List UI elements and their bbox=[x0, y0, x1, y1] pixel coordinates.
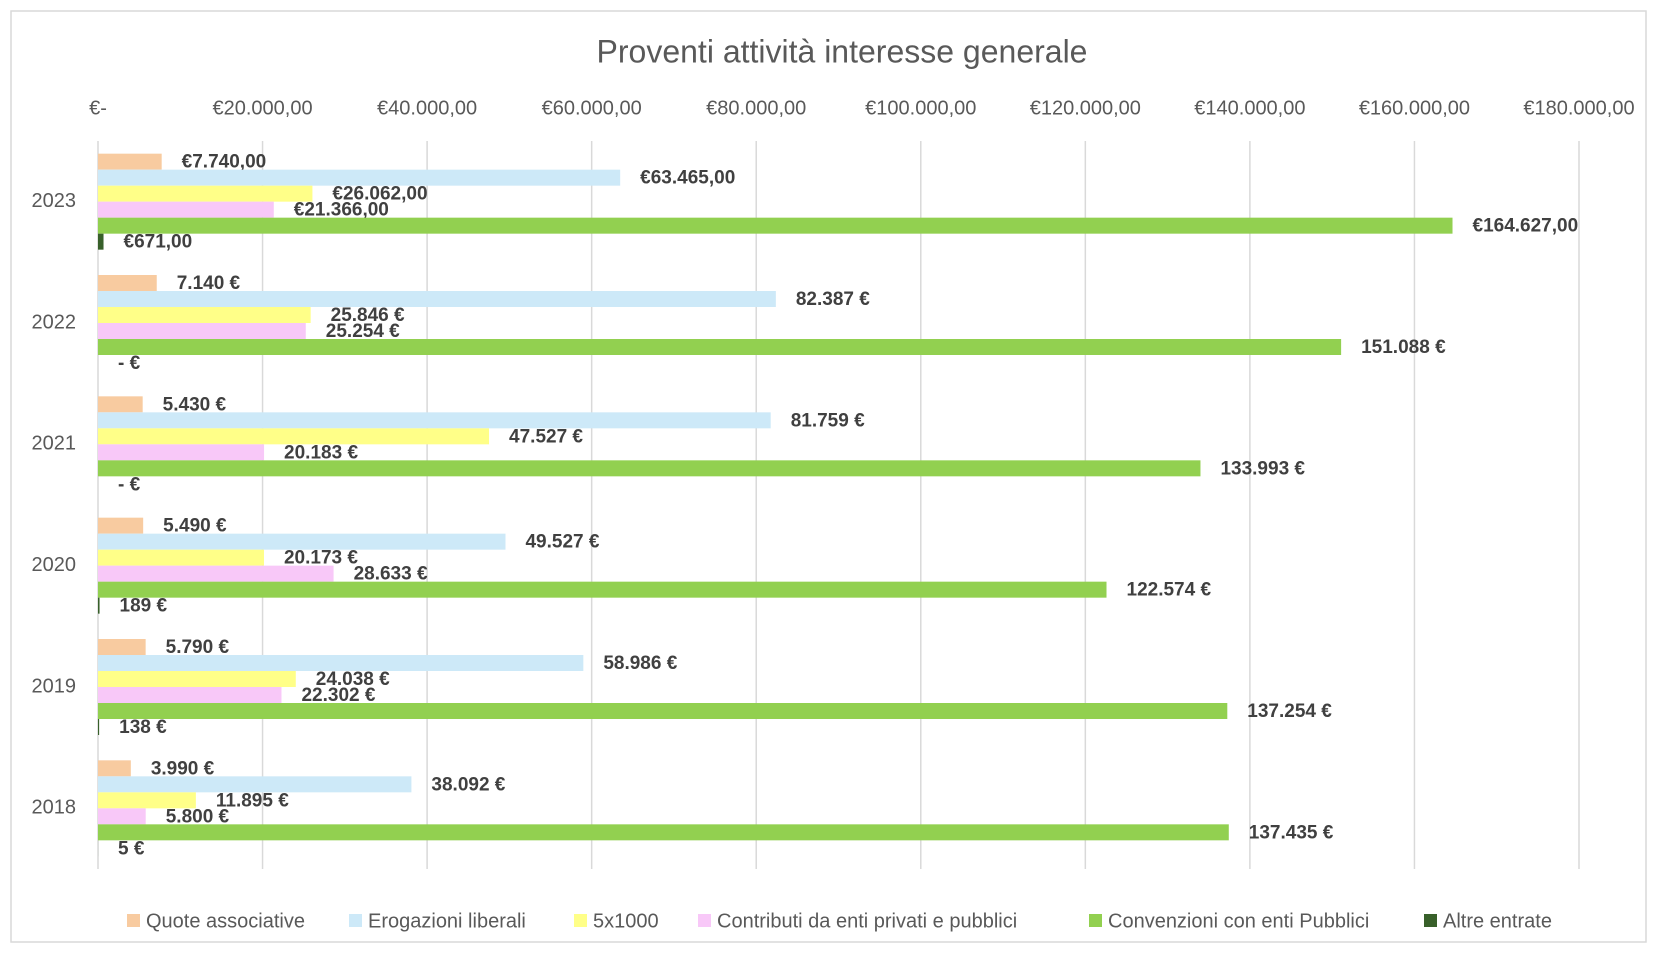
legend-label: Contributi da enti privati e pubblici bbox=[717, 910, 1017, 932]
data-label: 47.527 € bbox=[509, 426, 583, 447]
data-label: 5 € bbox=[118, 838, 145, 859]
bar bbox=[98, 687, 282, 703]
x-tick-label: €140.000,00 bbox=[1194, 97, 1305, 119]
bar bbox=[98, 824, 1229, 841]
bar bbox=[98, 185, 313, 202]
bar bbox=[98, 639, 146, 655]
data-label: 49.527 € bbox=[525, 532, 599, 553]
data-label: 133.993 € bbox=[1220, 458, 1305, 479]
x-tick-label: €120.000,00 bbox=[1030, 97, 1141, 119]
bar bbox=[98, 275, 157, 291]
y-tick-label: 2019 bbox=[32, 675, 77, 697]
data-label: 5.490 € bbox=[163, 516, 227, 537]
legend-swatch bbox=[698, 914, 711, 927]
y-tick-label: 2022 bbox=[32, 311, 77, 333]
data-label: 24.038 € bbox=[316, 669, 390, 690]
data-label: €164.627,00 bbox=[1473, 216, 1579, 237]
x-tick-label: €- bbox=[89, 97, 107, 119]
bar bbox=[98, 396, 143, 413]
bar bbox=[98, 233, 104, 250]
data-label: 22.302 € bbox=[301, 685, 375, 706]
bar bbox=[98, 533, 506, 550]
bar bbox=[98, 291, 776, 307]
bar bbox=[98, 776, 412, 793]
y-tick-label: 2020 bbox=[32, 554, 77, 576]
data-label: 20.183 € bbox=[284, 442, 358, 463]
data-label: 28.633 € bbox=[354, 564, 428, 585]
bar bbox=[98, 671, 296, 687]
bar bbox=[98, 808, 146, 825]
data-label: 122.574 € bbox=[1127, 580, 1212, 601]
bar bbox=[98, 517, 144, 534]
data-label: 138 € bbox=[119, 717, 167, 738]
y-tick-label: 2021 bbox=[32, 433, 77, 455]
data-label: 151.088 € bbox=[1361, 337, 1446, 358]
data-label: 82.387 € bbox=[796, 289, 870, 310]
bar bbox=[98, 565, 334, 582]
y-tick-label: 2023 bbox=[32, 190, 77, 212]
bar bbox=[98, 444, 265, 461]
data-label: 5.790 € bbox=[166, 637, 230, 658]
data-label: 81.759 € bbox=[791, 410, 865, 431]
data-label: 5.430 € bbox=[163, 394, 227, 415]
x-tick-label: €60.000,00 bbox=[542, 97, 642, 119]
data-label: - € bbox=[118, 353, 141, 374]
data-label: 20.173 € bbox=[284, 548, 358, 569]
bar bbox=[98, 217, 1453, 234]
x-tick-label: €160.000,00 bbox=[1359, 97, 1470, 119]
x-tick-label: €40.000,00 bbox=[377, 97, 477, 119]
legend-swatch bbox=[574, 914, 587, 927]
data-label: €63.465,00 bbox=[640, 168, 735, 189]
bar bbox=[98, 719, 100, 735]
data-label: 5.800 € bbox=[166, 806, 230, 827]
bar bbox=[98, 597, 100, 614]
legend-label: Altre entrate bbox=[1443, 910, 1552, 932]
legend-label: 5x1000 bbox=[593, 910, 659, 932]
data-label: 3.990 € bbox=[151, 758, 215, 779]
legend-label: Erogazioni liberali bbox=[368, 910, 526, 932]
data-label: 7.140 € bbox=[177, 273, 241, 294]
data-label: - € bbox=[118, 474, 141, 495]
x-tick-label: €100.000,00 bbox=[865, 97, 976, 119]
bar bbox=[98, 549, 264, 566]
data-label: €26.062,00 bbox=[332, 184, 427, 205]
data-label: 25.846 € bbox=[331, 305, 405, 326]
data-label: €7.740,00 bbox=[182, 152, 267, 173]
legend-swatch bbox=[349, 914, 362, 927]
x-tick-label: €20.000,00 bbox=[213, 97, 313, 119]
bar bbox=[98, 460, 1201, 477]
bar bbox=[98, 581, 1107, 598]
data-label: 189 € bbox=[120, 596, 168, 617]
legend-label: Convenzioni con enti Pubblici bbox=[1108, 910, 1369, 932]
chart-title: Proventi attività interesse generale bbox=[597, 33, 1088, 69]
bar bbox=[98, 169, 621, 186]
data-label: 137.254 € bbox=[1247, 701, 1332, 722]
data-label: 25.254 € bbox=[326, 321, 400, 342]
bar bbox=[98, 323, 306, 339]
bar bbox=[98, 201, 274, 218]
bar bbox=[98, 153, 162, 170]
bar bbox=[98, 428, 490, 445]
bar bbox=[98, 655, 584, 671]
legend-swatch bbox=[127, 914, 140, 927]
legend-swatch bbox=[1424, 914, 1437, 927]
legend-label: Quote associative bbox=[146, 910, 305, 932]
bar bbox=[98, 792, 196, 809]
data-label: 58.986 € bbox=[603, 653, 677, 674]
y-tick-label: 2018 bbox=[32, 797, 77, 819]
bar bbox=[98, 307, 311, 323]
bar bbox=[98, 760, 131, 777]
data-label: 137.435 € bbox=[1249, 822, 1334, 843]
data-label: 11.895 € bbox=[216, 790, 289, 811]
data-label: €671,00 bbox=[124, 232, 193, 253]
bar bbox=[98, 703, 1228, 719]
x-tick-label: €80.000,00 bbox=[706, 97, 806, 119]
data-label: €21.366,00 bbox=[294, 200, 389, 221]
x-tick-label: €180.000,00 bbox=[1523, 97, 1634, 119]
legend-swatch bbox=[1089, 914, 1102, 927]
bar bbox=[98, 339, 1342, 355]
data-label: 38.092 € bbox=[431, 774, 505, 795]
bar bbox=[98, 412, 771, 429]
